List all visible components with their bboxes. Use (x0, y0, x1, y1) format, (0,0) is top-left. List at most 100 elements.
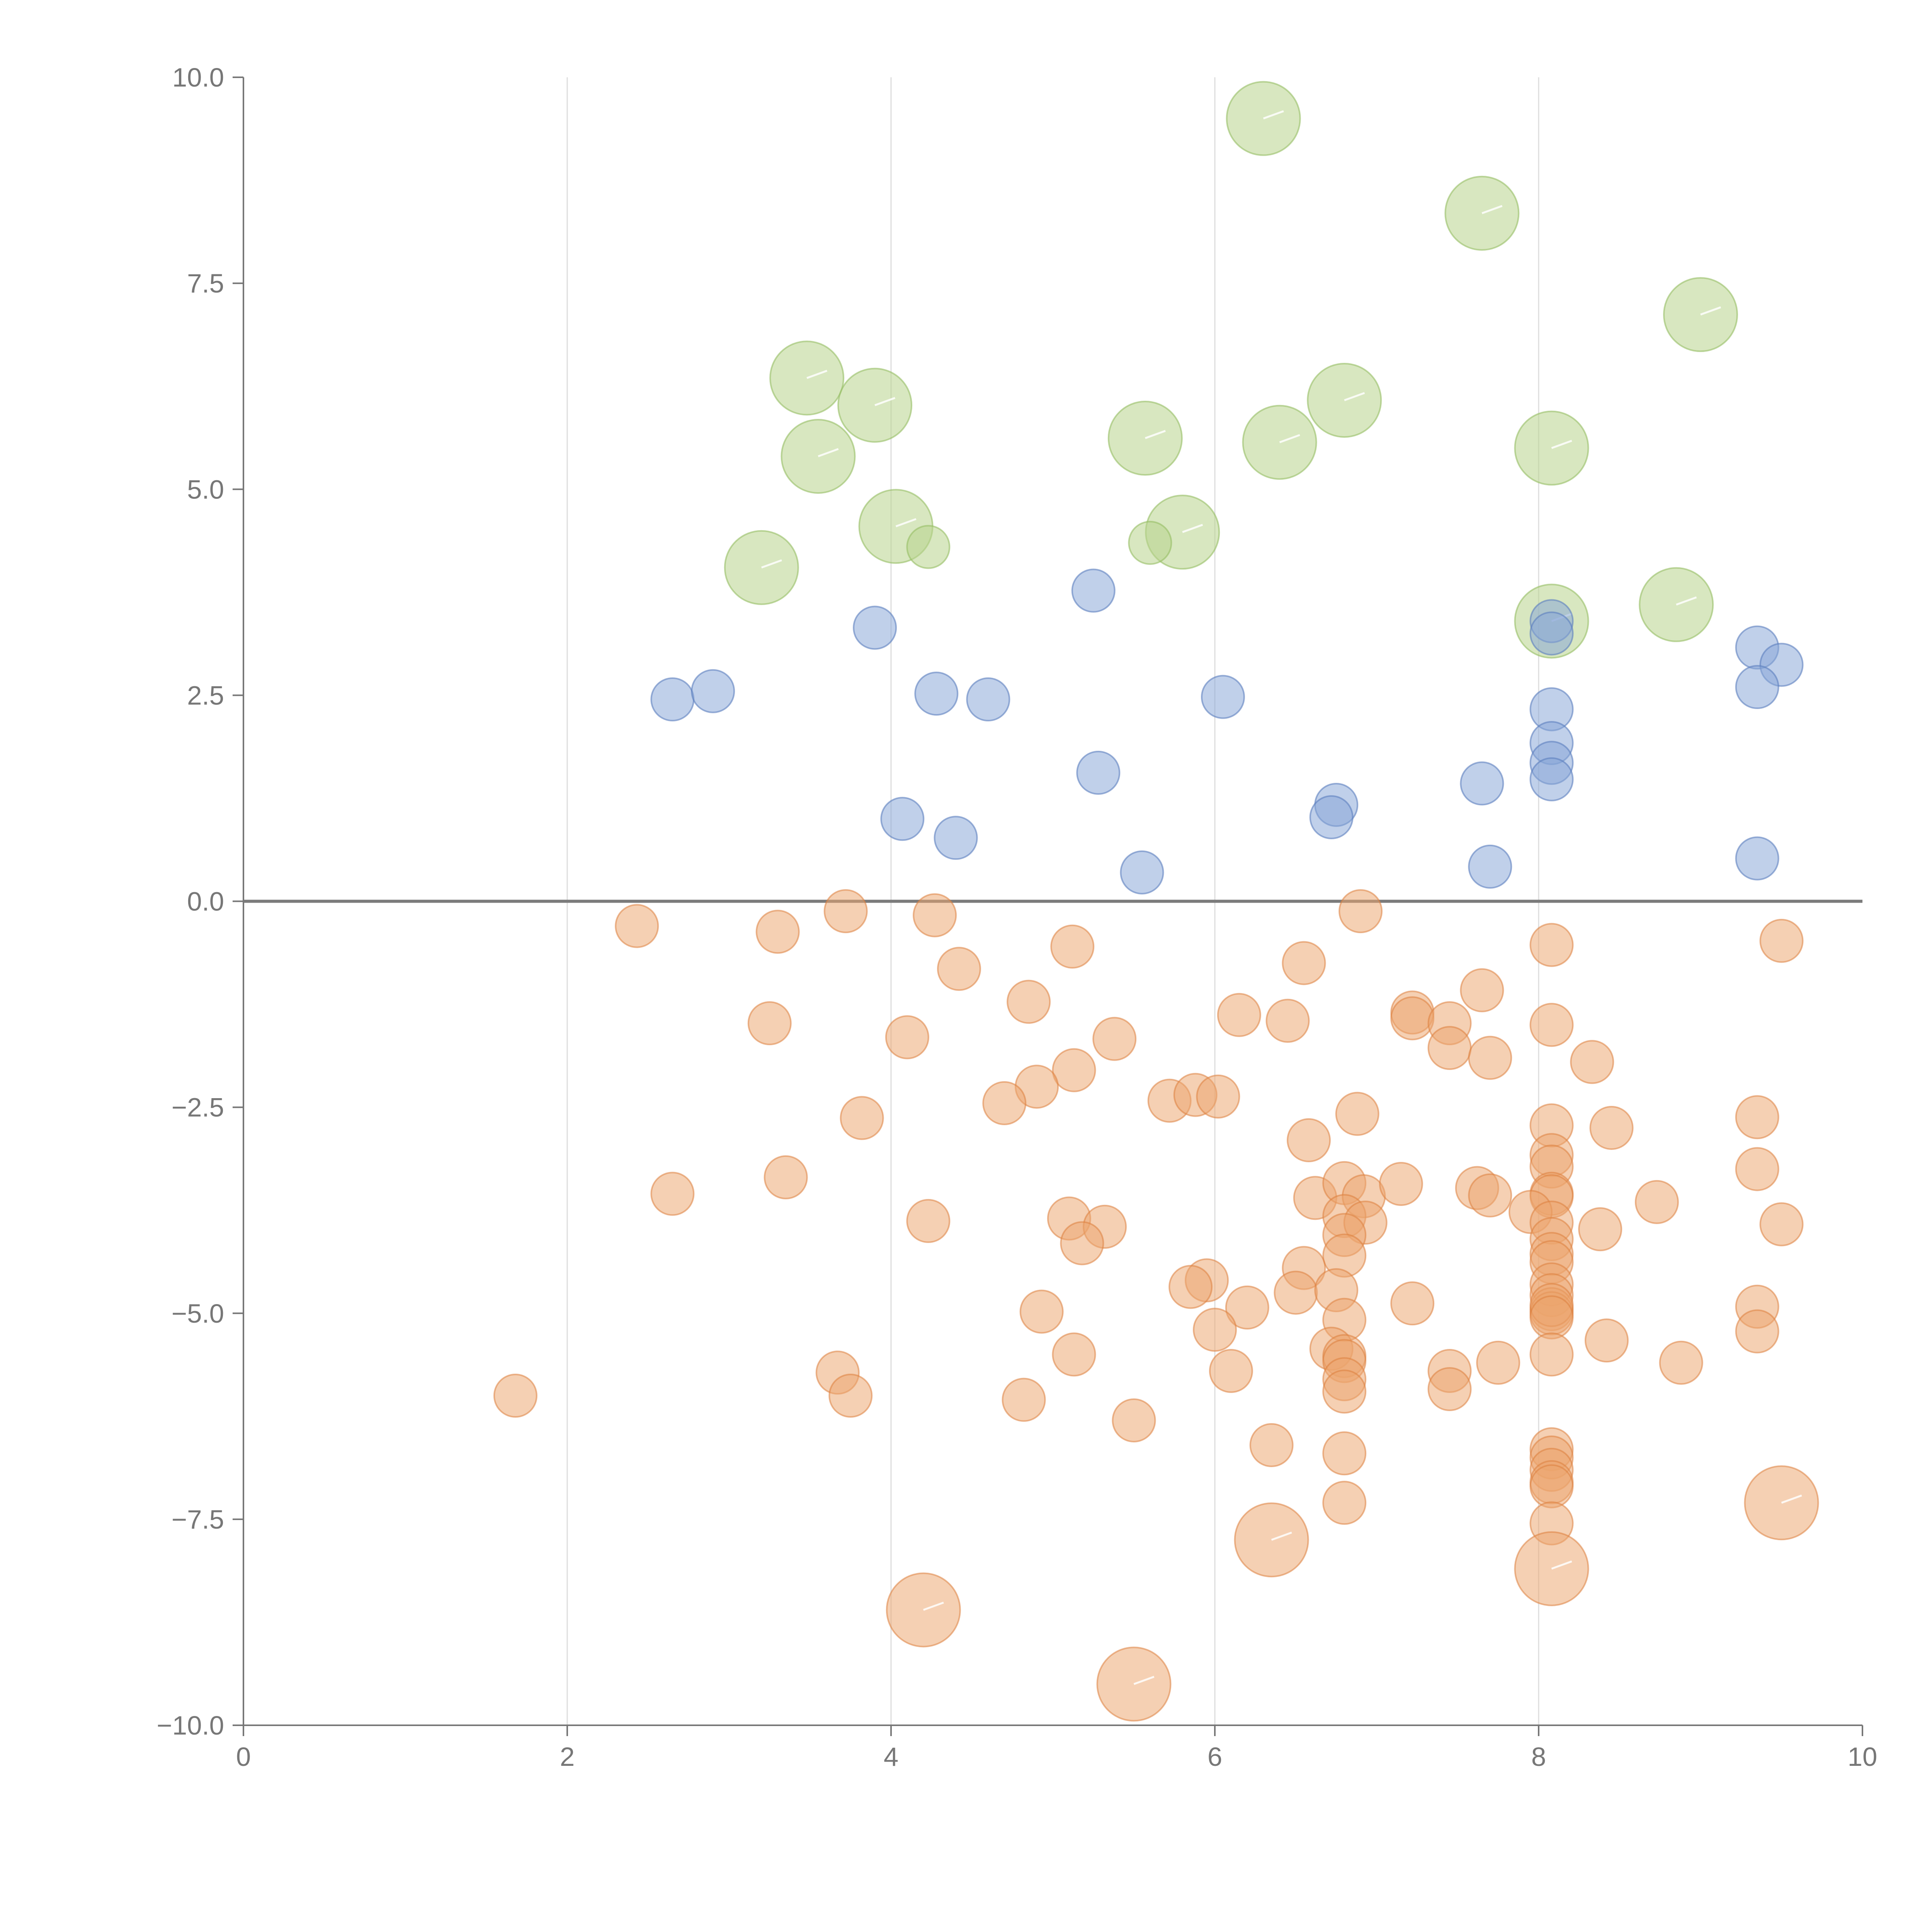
data-point-orange (1659, 1340, 1703, 1385)
data-point-orange (493, 1374, 537, 1418)
data-point-orange (1427, 1367, 1472, 1411)
y-tick-label: −5.0 (172, 1299, 224, 1328)
data-point-orange (1019, 1289, 1064, 1334)
bubble-marker (1145, 430, 1166, 439)
x-axis-ticks: 0 2 4 6 8 10 (236, 1725, 1878, 1772)
data-point-orange (1570, 1040, 1614, 1084)
data-point-orange (828, 1374, 873, 1418)
bubble-marker (895, 518, 917, 527)
data-point-blue (1529, 757, 1574, 801)
data-point-orange (1514, 1531, 1589, 1606)
data-point-orange (885, 1015, 929, 1060)
data-point-orange (1589, 1105, 1634, 1150)
data-point-orange (615, 904, 659, 948)
data-point-orange (1390, 1281, 1435, 1326)
data-point-orange (1322, 1431, 1367, 1476)
data-point-orange (1468, 1173, 1512, 1218)
y-tick-label: −7.5 (172, 1505, 224, 1534)
bubble-marker (818, 448, 839, 457)
bubble-marker (1700, 306, 1721, 316)
data-point-blue (914, 672, 959, 716)
data-point-blue (1735, 836, 1779, 881)
data-point-orange (1529, 923, 1574, 967)
data-point-blue (650, 677, 695, 722)
data-point-orange (1460, 968, 1504, 1012)
data-point-orange (1335, 1092, 1379, 1136)
data-point-orange (1476, 1340, 1520, 1385)
data-point-orange (1529, 1295, 1574, 1340)
data-points (493, 81, 1819, 1722)
data-point-orange (906, 1199, 951, 1243)
bubble-marker (1271, 1531, 1292, 1541)
y-tick-label: −10.0 (156, 1711, 224, 1740)
y-axis-ticks: 10.0 7.5 5.0 2.5 0.0 −2.5 −5.0 −7.5 −10.0 (156, 63, 243, 1740)
data-point-orange (823, 889, 868, 934)
y-tick-label: 7.5 (187, 269, 224, 298)
data-point-orange (1249, 1423, 1294, 1467)
data-point-blue (1468, 844, 1512, 889)
bubble-marker (1263, 110, 1284, 119)
data-point-orange (1322, 1481, 1367, 1525)
y-tick-label: 5.0 (187, 474, 224, 504)
x-tick-label: 4 (884, 1742, 898, 1772)
data-point-orange (1578, 1207, 1622, 1252)
x-tick-label: 10 (1848, 1742, 1878, 1772)
x-tick-label: 6 (1208, 1742, 1222, 1772)
data-point-orange (1529, 1332, 1574, 1377)
data-point-orange (1322, 1369, 1367, 1414)
data-point-orange (1196, 1074, 1240, 1119)
data-point-blue (853, 605, 897, 650)
data-point-orange (1529, 1464, 1574, 1509)
data-point-orange (1759, 918, 1804, 963)
data-point-orange (1225, 1285, 1269, 1330)
bubble-marker (874, 397, 896, 406)
data-point-orange (1052, 1332, 1096, 1377)
data-point-orange (1468, 1036, 1512, 1080)
bubble-marker (1344, 392, 1365, 401)
data-point-orange (937, 947, 981, 991)
y-tick-label: 0.0 (187, 887, 224, 917)
data-point-orange (1217, 993, 1261, 1037)
bubble-marker (806, 370, 828, 379)
data-point-orange (1735, 1309, 1779, 1354)
bubble-marker (1133, 1676, 1155, 1685)
data-point-orange (1052, 1048, 1096, 1092)
data-point-orange (1287, 1118, 1331, 1162)
data-point-blue (1460, 761, 1504, 806)
bubble-marker (1279, 434, 1300, 444)
data-point-orange (1379, 1162, 1423, 1206)
data-point-orange (650, 1172, 695, 1216)
data-point-blue (1076, 750, 1121, 795)
bubble-marker (1676, 596, 1697, 606)
data-point-blue (1529, 611, 1574, 656)
data-point-blue (934, 816, 978, 860)
data-point-blue (1120, 850, 1164, 895)
data-point-orange (1092, 1017, 1137, 1061)
data-point-orange (1584, 1318, 1629, 1363)
data-point-orange (1759, 1202, 1804, 1247)
data-point-blue (1071, 568, 1116, 613)
data-point-orange (1390, 996, 1435, 1041)
data-point-orange (1168, 1265, 1213, 1309)
data-point-orange (1735, 1095, 1779, 1139)
data-point-orange (840, 1096, 884, 1140)
data-point-blue (691, 669, 735, 713)
bubble-marker (1781, 1494, 1802, 1504)
data-point-orange (764, 1155, 808, 1199)
data-point-orange (1002, 1378, 1046, 1422)
data-point-orange (1193, 1308, 1237, 1352)
data-point-orange (747, 1001, 792, 1046)
data-point-blue (1309, 795, 1354, 839)
data-point-blue (880, 797, 925, 841)
bubble-marker (761, 559, 782, 569)
data-point-orange (1274, 1270, 1318, 1315)
data-point-orange (1634, 1180, 1679, 1224)
data-point-blue (1201, 675, 1245, 719)
data-point-orange (1265, 998, 1310, 1043)
data-point-orange (1050, 924, 1095, 969)
data-point-green (906, 525, 951, 569)
bubble-marker (1551, 1560, 1572, 1570)
data-point-orange (1112, 1398, 1156, 1442)
data-point-orange (755, 910, 800, 954)
data-point-orange (1209, 1349, 1253, 1393)
